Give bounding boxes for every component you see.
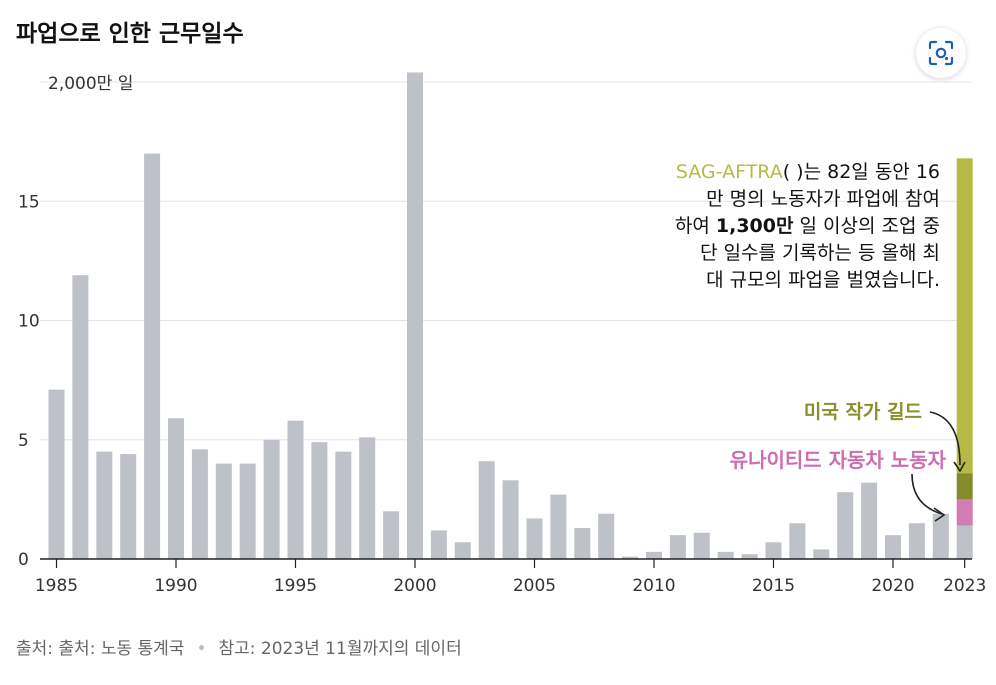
bar-2013 bbox=[717, 551, 734, 559]
y-tick-label: 0 bbox=[18, 550, 29, 570]
bar-2005 bbox=[526, 518, 543, 559]
bar-2004 bbox=[502, 480, 519, 559]
x-axis: 1985 1990 1995 2000 2005 2010 2015 2020 2023 bbox=[35, 558, 986, 596]
bar-2001 bbox=[430, 530, 447, 559]
wga-arrow bbox=[929, 411, 961, 466]
y-tick-label: 5 bbox=[18, 431, 29, 451]
bar-1996 bbox=[311, 442, 328, 559]
bars bbox=[48, 72, 973, 560]
scan-image-button[interactable] bbox=[916, 28, 966, 78]
bar-2002 bbox=[454, 542, 471, 559]
y-top-label: 2,000만 일 bbox=[48, 74, 133, 94]
annotation-line-5: 대 규모의 파업을 벌였습니다. bbox=[706, 269, 940, 291]
bar-2021 bbox=[908, 523, 925, 559]
bar-2023-segment-0 bbox=[956, 525, 973, 559]
bar-2014 bbox=[741, 554, 758, 559]
separator-dot: • bbox=[196, 639, 207, 659]
wga-label: 미국 작가 길드 bbox=[804, 401, 922, 423]
annotation-line-3-pre: 하여 bbox=[675, 215, 716, 237]
x-tick-label: 1995 bbox=[274, 576, 317, 596]
annotation-bold-value: 1,300만 bbox=[716, 215, 794, 237]
bar-2022 bbox=[932, 513, 949, 559]
bar-2009 bbox=[622, 556, 639, 559]
bar-2000 bbox=[407, 72, 423, 560]
y-tick-label: 15 bbox=[18, 192, 40, 212]
bar-1988 bbox=[120, 454, 137, 559]
scan-icon bbox=[928, 40, 954, 66]
bar-2023-segment-1 bbox=[956, 499, 973, 526]
x-tick-label: 2015 bbox=[752, 576, 795, 596]
bar-2023-segment-3 bbox=[956, 158, 973, 474]
bar-1997 bbox=[335, 451, 352, 559]
uaw-arrow-head bbox=[933, 507, 946, 522]
x-tick-label: 2000 bbox=[393, 576, 436, 596]
annotation-line-1: SAG-AFTRA( )는 82일 동안 16 bbox=[676, 161, 940, 183]
bar-2007 bbox=[574, 527, 591, 559]
bar-2023-segment-2 bbox=[956, 473, 973, 500]
x-tick-label: 2023 bbox=[943, 576, 986, 596]
bar-2020 bbox=[885, 535, 901, 559]
bar-2018 bbox=[837, 492, 854, 559]
bar-2006 bbox=[550, 494, 567, 559]
y-tick-label: 10 bbox=[18, 312, 40, 332]
bar-2011 bbox=[669, 535, 686, 559]
annotation-line-1-rest: ( )는 82일 동안 16 bbox=[783, 161, 940, 183]
x-tick-label: 2020 bbox=[871, 576, 914, 596]
bar-1994 bbox=[263, 439, 280, 559]
bar-2008 bbox=[598, 513, 615, 559]
bar-1989 bbox=[144, 153, 161, 560]
bar-1987 bbox=[96, 451, 113, 559]
footer: 출처: 출처: 노동 통계국 • 참고: 2023년 11월까지의 데이터 bbox=[16, 634, 462, 659]
bar-2016 bbox=[789, 523, 806, 559]
note-text: 참고: 2023년 11월까지의 데이터 bbox=[218, 639, 462, 659]
annotation-line-4: 단 일수를 기록하는 등 올해 최 bbox=[700, 242, 940, 264]
bar-2010 bbox=[646, 551, 662, 559]
bar-1991 bbox=[191, 449, 208, 559]
annotation-highlight: SAG-AFTRA bbox=[676, 161, 783, 183]
annotation-line-3: 하여 1,300만 일 이상의 조업 중 bbox=[675, 215, 940, 237]
annotation-text: SAG-AFTRA( )는 82일 동안 16 만 명의 노동자가 파업에 참여… bbox=[675, 161, 940, 291]
x-tick-label: 2005 bbox=[513, 576, 556, 596]
chart-title: 파업으로 인한 근무일수 bbox=[16, 21, 244, 47]
x-tick-label: 1985 bbox=[35, 576, 78, 596]
bar-1990 bbox=[168, 418, 184, 559]
grid-lines: 0 5 10 15 bbox=[18, 81, 972, 570]
bar-1992 bbox=[215, 463, 232, 559]
bar-1995 bbox=[287, 420, 304, 559]
source-text: 출처: 출처: 노동 통계국 bbox=[16, 639, 185, 659]
uaw-arrow bbox=[911, 473, 943, 515]
uaw-label: 유나이티드 자동차 노동자 bbox=[730, 448, 947, 472]
wga-arrow-head bbox=[953, 461, 966, 473]
bar-1993 bbox=[239, 463, 256, 559]
bar-1998 bbox=[359, 437, 376, 559]
x-tick-label: 2010 bbox=[632, 576, 675, 596]
bar-2003 bbox=[478, 461, 495, 559]
bar-2017 bbox=[813, 549, 830, 559]
annotation-line-2: 만 명의 노동자가 파업에 참여 bbox=[706, 188, 940, 210]
bar-2015 bbox=[765, 542, 782, 559]
x-tick-label: 1990 bbox=[154, 576, 197, 596]
bar-1986 bbox=[72, 275, 89, 559]
bar-2012 bbox=[693, 532, 710, 559]
bar-1985 bbox=[48, 389, 65, 559]
bar-2019 bbox=[861, 482, 878, 559]
annotation-line-3-post: 일 이상의 조업 중 bbox=[793, 215, 940, 237]
bar-1999 bbox=[383, 511, 400, 559]
